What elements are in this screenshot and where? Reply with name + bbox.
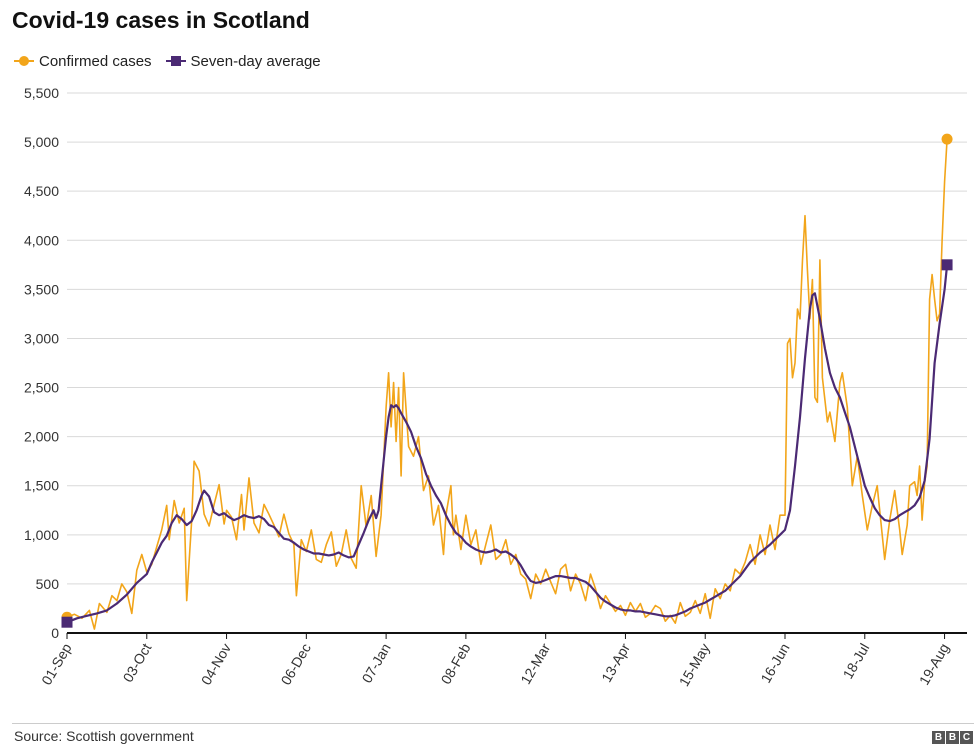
y-tick-label: 4,000	[24, 232, 59, 248]
legend-item-confirmed: Confirmed cases	[14, 53, 152, 70]
seven-day-average-start-marker	[61, 616, 73, 628]
line-chart: 0 500 1,000 1,500 2,000 2,500 3,000 3,500 4,000 4…	[24, 85, 967, 689]
y-tick-label: 5,000	[24, 134, 59, 150]
y-tick-label: 1,500	[24, 478, 59, 494]
legend-item-average: Seven-day average	[165, 52, 321, 70]
x-tick-label: 12-Mar	[517, 640, 553, 687]
legend: Confirmed cases Seven-day average	[14, 51, 335, 71]
x-tick-label: 07-Jan	[358, 641, 393, 686]
seven-day-average-line	[65, 263, 949, 624]
y-tick-label: 1,000	[24, 527, 59, 543]
x-tick-label: 08-Feb	[437, 640, 473, 687]
y-tick-label: 0	[51, 625, 59, 641]
y-tick-label: 4,500	[24, 183, 59, 199]
bbc-logo: B B C	[931, 731, 973, 744]
confirmed-cases-end-marker	[941, 133, 953, 145]
x-tick-label: 15-May	[676, 641, 713, 689]
seven-day-average-end-marker	[941, 259, 953, 271]
x-tick-label: 01-Sep	[38, 640, 75, 687]
x-tick-label: 04-Nov	[198, 641, 234, 688]
y-tick-label: 3,000	[24, 330, 59, 346]
confirmed-cases-line	[66, 138, 948, 630]
grid	[67, 92, 967, 585]
x-tick-label: 19-Aug	[916, 641, 952, 688]
y-tick-label: 3,500	[24, 281, 59, 297]
series	[61, 133, 953, 630]
y-tick-label: 2,000	[24, 429, 59, 445]
chart-title: Covid-19 cases in Scotland	[12, 7, 310, 33]
x-tick-label: 16-Jun	[757, 641, 792, 686]
x-tick-label: 18-Jul	[839, 641, 872, 682]
y-tick-label: 5,500	[24, 85, 59, 101]
footer-divider	[12, 723, 974, 724]
x-tick-label: 03-Oct	[120, 640, 155, 684]
x-axis-ticks: 01-Sep 03-Oct 04-Nov 06-Dec 07-Jan 08-Feb 12-M…	[38, 633, 952, 689]
y-axis-ticks: 0 500 1,000 1,500 2,000 2,500 3,000 3,500 4,000 4…	[24, 85, 59, 641]
source-note: Source: Scottish government	[14, 728, 194, 744]
x-tick-label: 13-Apr	[598, 640, 633, 685]
bbc-logo-letter: B	[946, 731, 959, 744]
bbc-logo-letter: C	[960, 731, 973, 744]
legend-confirmed-marker	[14, 54, 34, 68]
x-tick-label: 06-Dec	[278, 641, 314, 688]
y-tick-label: 2,500	[24, 380, 59, 396]
y-tick-label: 500	[36, 576, 60, 592]
legend-average-label: Seven-day average	[190, 52, 321, 70]
legend-confirmed-label: Confirmed cases	[39, 52, 152, 70]
bbc-logo-letter: B	[932, 731, 945, 744]
legend-average-marker	[165, 54, 186, 68]
